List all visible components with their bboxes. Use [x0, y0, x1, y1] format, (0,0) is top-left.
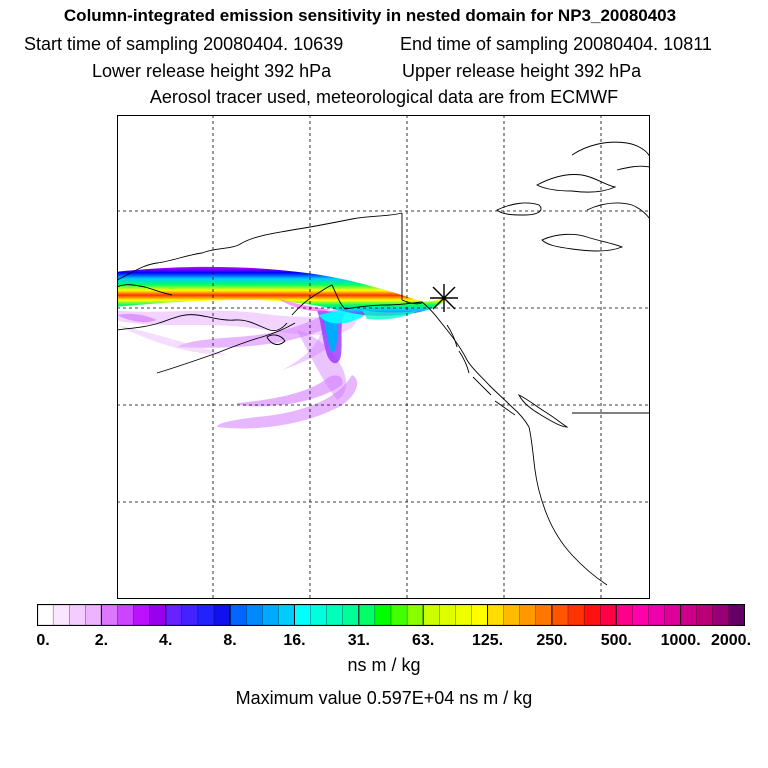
- colorbar-tick-label: 4.: [159, 632, 173, 649]
- colorbar-segment: [197, 604, 215, 626]
- colorbar-segment: [503, 604, 521, 626]
- colorbar-segment: [149, 604, 167, 626]
- maximum-value-label: Maximum value 0.597E+04 ns m / kg: [235, 688, 533, 708]
- upper-release-label: Upper release height 392 hPa: [402, 61, 642, 81]
- colorbar-segment: [133, 604, 151, 626]
- coastline-arctic-islands-1: [536, 174, 617, 193]
- colorbar-segment: [680, 604, 698, 626]
- colorbar-segment: [390, 604, 408, 626]
- colorbar-segment: [406, 604, 424, 626]
- colorbar-segment: [551, 604, 569, 626]
- colorbar-segment: [262, 604, 280, 626]
- colorbar-segment: [712, 604, 730, 626]
- colorbar-tick-label: 250.: [536, 632, 568, 649]
- colorbar-segment: [423, 604, 440, 626]
- colorbar-segment: [37, 604, 54, 626]
- political-borders: [401, 213, 650, 414]
- colorbar-segment: [374, 604, 392, 626]
- colorbar: [37, 604, 745, 626]
- map-title: Column-integrated emission sensitivity i…: [63, 6, 677, 25]
- colorbar-tick-label: 2000.: [710, 632, 752, 649]
- colorbar-segment: [310, 604, 328, 626]
- start-time-label: Start time of sampling 20080404. 10639: [24, 34, 344, 54]
- tracer-info-label: Aerosol tracer used, meteorological data…: [149, 87, 619, 107]
- colorbar-segment: [213, 604, 231, 626]
- coastline-gulf: [344, 301, 423, 310]
- colorbar-segment: [583, 604, 601, 626]
- colorbar-segment: [52, 604, 70, 626]
- colorbar-segment: [535, 604, 553, 626]
- colorbar-segment: [85, 604, 103, 626]
- colorbar-tick-label: 125.: [471, 632, 504, 649]
- colorbar-segment: [519, 604, 537, 626]
- coastline-arctic-islands-4: [496, 202, 542, 216]
- colorbar-segment: [696, 604, 714, 626]
- colorbar-segment: [439, 604, 457, 626]
- colorbar-segment: [616, 604, 634, 626]
- colorbar-segment: [487, 604, 505, 626]
- coastline-panhandle: [421, 301, 530, 428]
- colorbar-tick-label: 63.: [412, 632, 435, 649]
- colorbar-segment: [471, 604, 489, 626]
- coastline-bc-islands: [446, 324, 516, 416]
- colorbar-tick-label: 2.: [94, 632, 109, 649]
- lower-release-label: Lower release height 392 hPa: [92, 61, 332, 81]
- colorbar-segment: [326, 604, 344, 626]
- colorbar-segment: [664, 604, 682, 626]
- colorbar-segment: [165, 604, 183, 626]
- coastline-hudson-area: [586, 202, 650, 220]
- coastlines: [117, 141, 650, 586]
- colorbar-segment: [229, 604, 247, 626]
- plume-pink-lobe: [277, 298, 332, 312]
- colorbar-tick-label: 31.: [347, 632, 370, 649]
- coastline-arctic-islands-2: [571, 141, 650, 171]
- coastline-bristol-bay: [117, 314, 288, 332]
- release-point-star-icon: [430, 284, 458, 312]
- colorbar-tick-label: 500.: [600, 632, 632, 649]
- plume-tail-lobe: [362, 310, 417, 320]
- colorbar-segment: [648, 604, 666, 626]
- colorbar-segment: [181, 604, 199, 626]
- plume-main: [117, 266, 445, 316]
- map-border: [117, 115, 650, 599]
- map-frame: [117, 115, 650, 599]
- coastline-vancouver-island: [517, 393, 569, 428]
- colorbar-segment: [632, 604, 650, 626]
- coastline-kodiak: [266, 334, 286, 345]
- coastline-alaska-north: [117, 212, 403, 281]
- coastline-cook-inlet: [291, 284, 346, 316]
- colorbar-segment: [294, 604, 312, 626]
- colorbar-tick-label: 1000.: [660, 632, 701, 649]
- graticule: [117, 115, 650, 599]
- colorbar-segment: [101, 604, 119, 626]
- colorbar-segment: [246, 604, 263, 626]
- colorbar-tick-label: 8.: [223, 632, 237, 649]
- colorbar-segment: [600, 604, 617, 626]
- coastline-alaska-west: [117, 284, 173, 296]
- colorbar-tick-label: 16.: [283, 632, 306, 649]
- colorbar-segment: [117, 604, 135, 626]
- colorbar-segment: [69, 604, 86, 626]
- colorbar-segment: [342, 604, 360, 626]
- coastline-us-west: [528, 426, 608, 586]
- coastline-arctic-islands-3: [541, 233, 624, 252]
- end-time-label: End time of sampling 20080404. 10811: [400, 34, 712, 54]
- colorbar-unit-label: ns m / kg: [347, 655, 421, 675]
- map-background: [117, 115, 650, 599]
- colorbar-segment: [455, 604, 473, 626]
- colorbar-segment: [358, 604, 376, 626]
- colorbar-segment: [567, 604, 585, 626]
- colorbar-segment: [278, 604, 296, 626]
- colorbar-segment: [728, 604, 745, 626]
- coastline-peninsula: [156, 322, 296, 374]
- colorbar-tick-label: 0.: [36, 632, 50, 649]
- border-alaska-panhandle: [401, 299, 423, 305]
